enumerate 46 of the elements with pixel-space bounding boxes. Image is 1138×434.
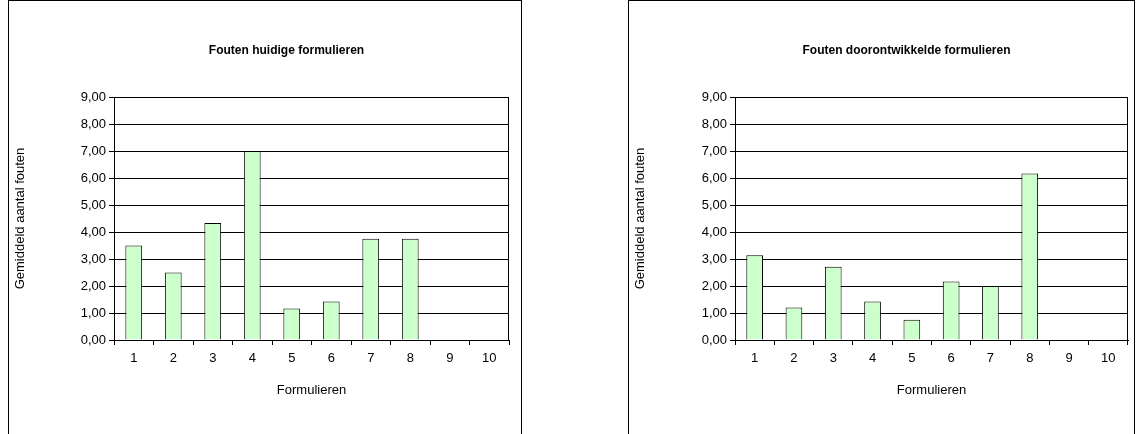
x-tick-label: 10 <box>1101 350 1116 366</box>
y-tick-label: 5,00 <box>80 196 106 212</box>
x-tick-label: 9 <box>446 350 454 366</box>
y-tick-label: 4,00 <box>80 223 106 239</box>
y-tick-label: 7,00 <box>701 142 727 158</box>
y-tick-label: 1,00 <box>701 304 727 320</box>
y-axis-title: Gemiddeld aantal fouten <box>12 147 28 290</box>
chart-title: Fouten doorontwikkelde formulieren <box>802 43 1011 58</box>
y-tick-label: 0,00 <box>80 331 106 347</box>
x-tick-label: 5 <box>908 350 916 366</box>
x-tick-label: 4 <box>868 350 877 366</box>
x-tick-label: 2 <box>790 350 798 366</box>
y-tick-label: 0,00 <box>701 331 727 347</box>
y-tick-label: 4,00 <box>701 223 727 239</box>
y-tick-label: 9,00 <box>80 88 106 104</box>
y-tick-label: 6,00 <box>80 169 106 185</box>
x-tick-label: 7 <box>986 350 995 366</box>
y-axis-title: Gemiddeld aantal fouten <box>632 147 648 290</box>
y-tick-label: 5,00 <box>701 196 727 212</box>
x-tick-label: 3 <box>829 350 837 366</box>
y-tick-label: 9,00 <box>701 88 727 104</box>
y-tick-label: 1,00 <box>80 304 106 320</box>
y-tick-label: 6,00 <box>701 169 727 185</box>
x-tick-label: 6 <box>947 350 955 366</box>
y-tick-label: 7,00 <box>80 142 106 158</box>
y-tick-label: 8,00 <box>80 115 106 131</box>
x-tick-label: 1 <box>130 350 138 366</box>
y-tick-label: 3,00 <box>701 250 727 266</box>
x-tick-label: 5 <box>288 350 296 366</box>
y-tick-label: 2,00 <box>701 277 727 293</box>
x-tick-label: 8 <box>1026 350 1034 366</box>
x-tick-label: 9 <box>1065 350 1073 366</box>
y-tick-label: 3,00 <box>80 250 106 266</box>
x-tick-label: 6 <box>327 350 335 366</box>
x-axis-title: Formulieren <box>896 381 967 397</box>
x-tick-label: 1 <box>751 350 759 366</box>
x-tick-label: 8 <box>406 350 414 366</box>
x-axis-title: Formulieren <box>276 381 347 397</box>
y-tick-label: 8,00 <box>701 115 727 131</box>
x-tick-label: 2 <box>169 350 177 366</box>
y-tick-label: 2,00 <box>80 277 106 293</box>
chart-title: Fouten huidige formulieren <box>208 43 365 58</box>
x-tick-label: 4 <box>248 350 256 366</box>
x-tick-label: 3 <box>209 350 217 366</box>
x-tick-label: 10 <box>482 350 497 366</box>
x-tick-label: 7 <box>367 350 375 366</box>
